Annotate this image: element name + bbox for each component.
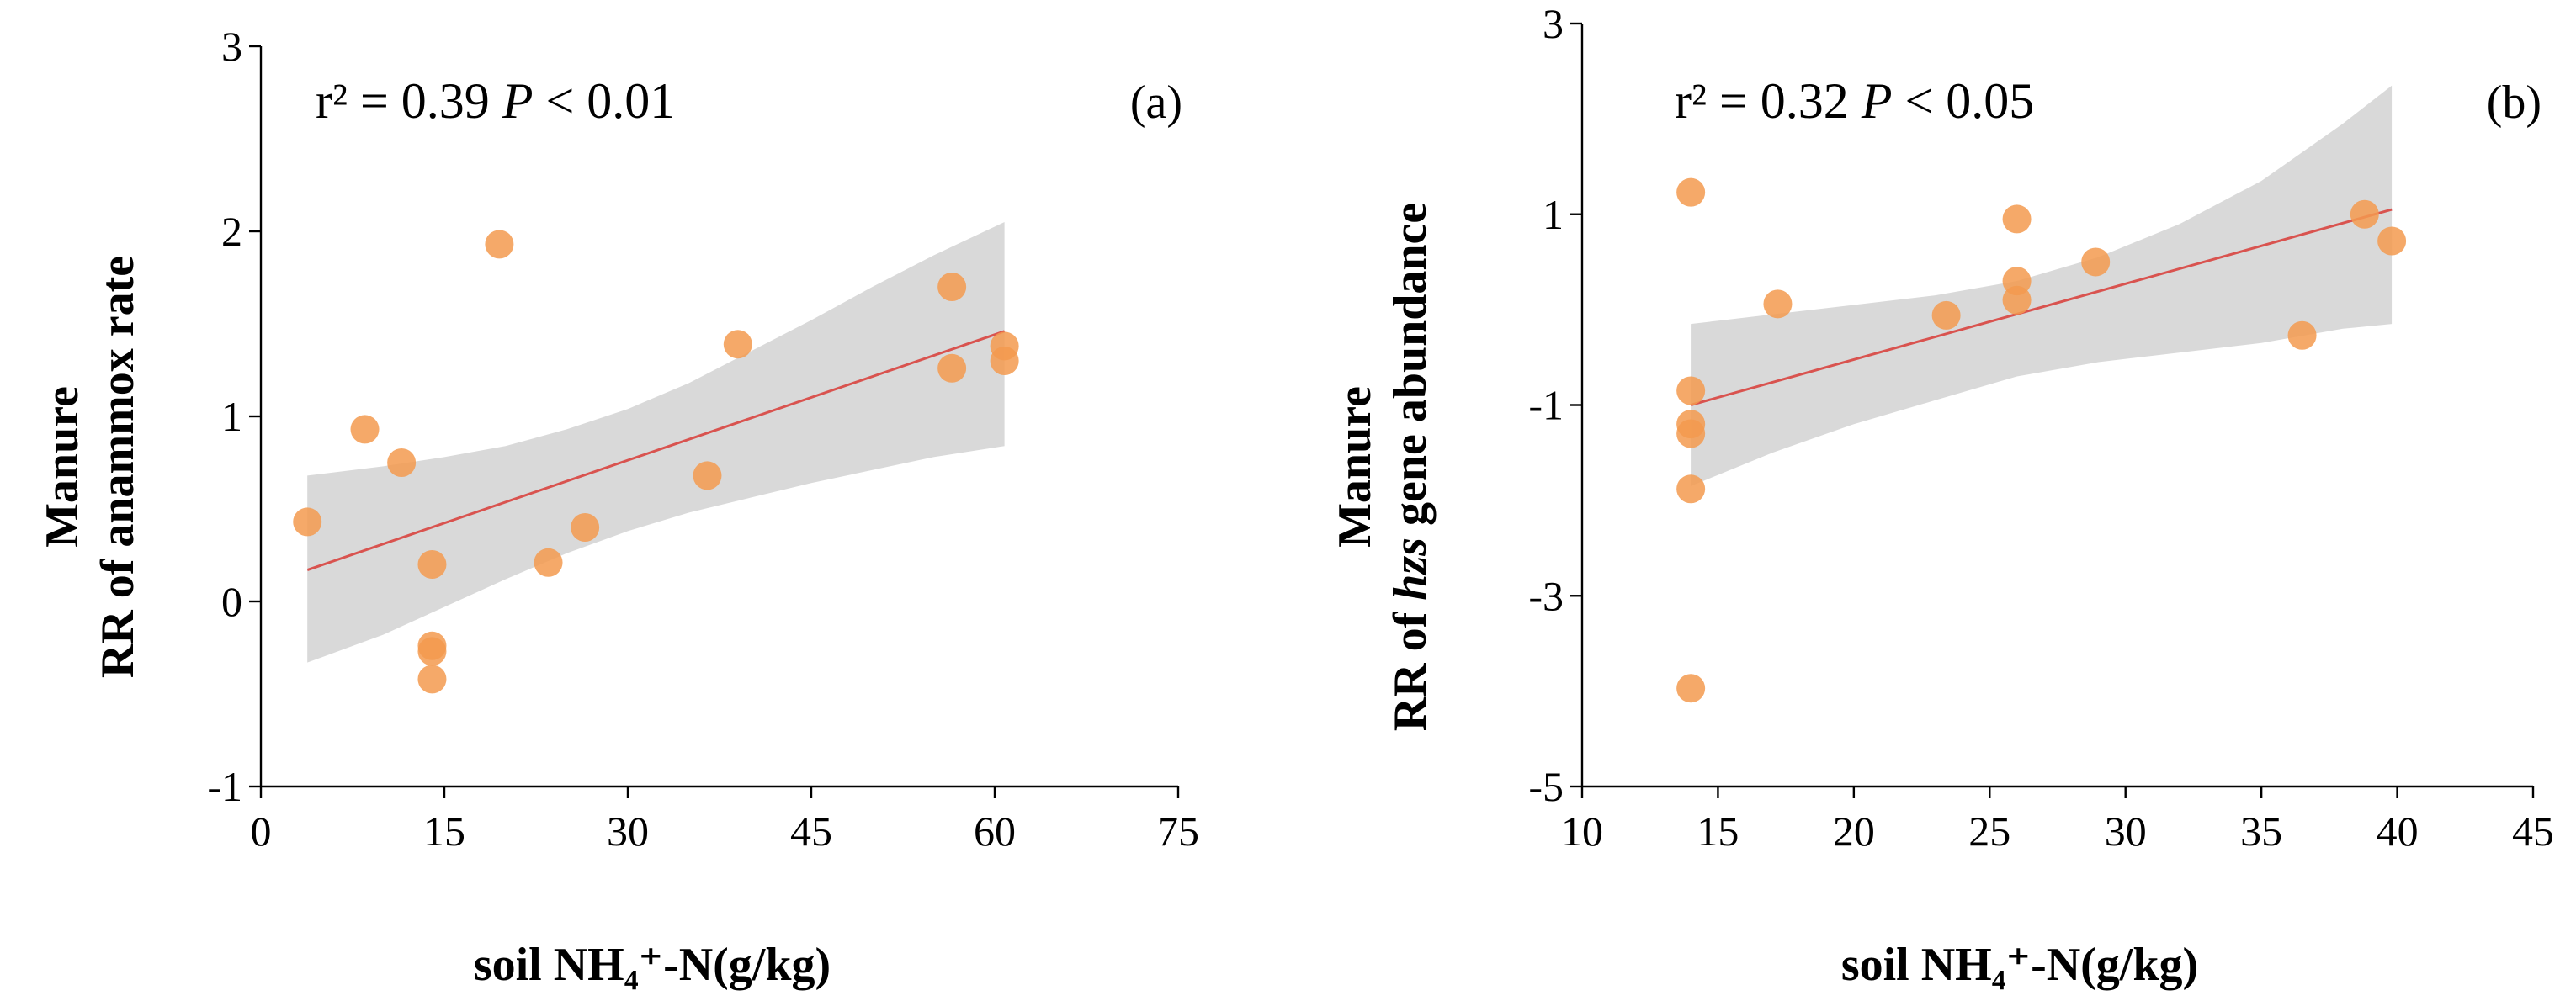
a-y-tick-label-3: 2 bbox=[221, 208, 242, 255]
a-data-point-10 bbox=[693, 461, 722, 490]
a-y-axis-title-line2: RR of anammox rate bbox=[92, 256, 144, 678]
a-data-point-13 bbox=[937, 353, 967, 383]
a-panel-label: (a) bbox=[1130, 77, 1182, 129]
b-x-tick-label-2: 20 bbox=[1833, 808, 1875, 855]
b-x-tick-label-3: 25 bbox=[1968, 808, 2010, 855]
b-y-tick-label-3: 1 bbox=[1543, 191, 1564, 238]
b-stat-annotation: r² = 0.32 P < 0.05 bbox=[1675, 73, 2034, 129]
b-x-tick-label-5: 35 bbox=[2240, 808, 2282, 855]
a-data-point-1 bbox=[350, 415, 380, 444]
b-data-point-0 bbox=[1676, 177, 1706, 207]
a-confidence-band bbox=[307, 222, 1005, 663]
a-data-point-9 bbox=[571, 513, 600, 542]
b-data-point-14 bbox=[2377, 226, 2407, 256]
a-data-point-8 bbox=[534, 548, 563, 577]
b-data-point-13 bbox=[2350, 199, 2379, 229]
a-x-tick-label-4: 60 bbox=[974, 808, 1016, 855]
a-data-point-6 bbox=[417, 665, 447, 694]
b-x-tick-label-0: 10 bbox=[1561, 808, 1603, 855]
b-y-axis-title-line1: Manure bbox=[1329, 386, 1381, 548]
a-x-tick-label-2: 30 bbox=[607, 808, 649, 855]
b-y-axis-title-line2: RR of hzs gene abundance bbox=[1384, 203, 1437, 732]
b-data-point-1 bbox=[1676, 376, 1706, 405]
a-data-point-2 bbox=[387, 448, 417, 477]
b-data-point-8 bbox=[2002, 204, 2032, 234]
panel-b: 10 15 20 25 30 35 40 45 -5 -3 -1 1 3 r² = 0.32 P < 0… bbox=[1329, 0, 2554, 991]
a-x-tick-label-1: 15 bbox=[423, 808, 465, 855]
b-data-point-10 bbox=[2002, 285, 2032, 315]
b-x-tick-label-4: 30 bbox=[2105, 808, 2147, 855]
b-x-axis-title: soil NH₄⁺-N(g/kg) bbox=[1841, 939, 2198, 991]
b-y-tick-label-1: -3 bbox=[1528, 572, 1564, 619]
b-x-tick-label-7: 45 bbox=[2512, 808, 2554, 855]
a-regression-line bbox=[306, 330, 1006, 572]
b-y-tick-label-2: -1 bbox=[1528, 382, 1564, 429]
a-y-tick-label-2: 1 bbox=[221, 393, 242, 440]
a-data-point-12 bbox=[937, 273, 967, 301]
b-x-tick-label-6: 40 bbox=[2377, 808, 2419, 855]
a-x-tick-label-5: 75 bbox=[1157, 808, 1199, 855]
b-x-tick-label-1: 15 bbox=[1697, 808, 1739, 855]
a-x-tick-label-3: 45 bbox=[790, 808, 832, 855]
b-confidence-band-layer bbox=[1691, 85, 2393, 486]
b-data-point-12 bbox=[2287, 320, 2317, 350]
a-y-tick-label-0: -1 bbox=[207, 763, 242, 810]
a-x-tick-label-0: 0 bbox=[251, 808, 272, 855]
b-confidence-band bbox=[1691, 85, 2393, 486]
a-y-tick-label-1: 0 bbox=[221, 578, 242, 625]
a-data-point-0 bbox=[293, 507, 322, 537]
a-data-point-5 bbox=[417, 637, 447, 666]
a-points-layer bbox=[293, 230, 1019, 694]
a-data-point-3 bbox=[417, 550, 447, 579]
a-x-axis-title: soil NH₄⁺-N(g/kg) bbox=[474, 939, 831, 991]
b-regression-line bbox=[1690, 208, 2393, 406]
a-stat-annotation: r² = 0.39 P < 0.01 bbox=[316, 73, 675, 129]
b-ticks-layer: 10 15 20 25 30 35 40 45 -5 -3 -1 1 3 bbox=[1528, 0, 2554, 855]
a-fit-line-layer bbox=[306, 330, 1006, 572]
a-data-point-11 bbox=[723, 330, 752, 359]
a-data-point-15 bbox=[990, 347, 1019, 375]
a-y-axis-title-line1: Manure bbox=[36, 386, 88, 548]
b-data-point-6 bbox=[1763, 289, 1793, 319]
b-fit-line-layer bbox=[1690, 208, 2393, 406]
b-y-tick-label-4: 3 bbox=[1543, 0, 1564, 47]
b-data-point-3 bbox=[1676, 419, 1706, 448]
a-y-tick-label-4: 3 bbox=[221, 23, 242, 70]
b-points-layer bbox=[1676, 177, 2407, 703]
b-data-point-5 bbox=[1676, 674, 1706, 703]
b-data-point-11 bbox=[2081, 247, 2111, 277]
b-panel-label: (b) bbox=[2487, 77, 2541, 129]
b-data-point-4 bbox=[1676, 474, 1706, 504]
b-y-tick-label-0: -5 bbox=[1528, 763, 1564, 810]
a-confidence-band-layer bbox=[307, 222, 1005, 663]
b-data-point-7 bbox=[1931, 300, 1961, 330]
a-data-point-7 bbox=[485, 230, 514, 259]
